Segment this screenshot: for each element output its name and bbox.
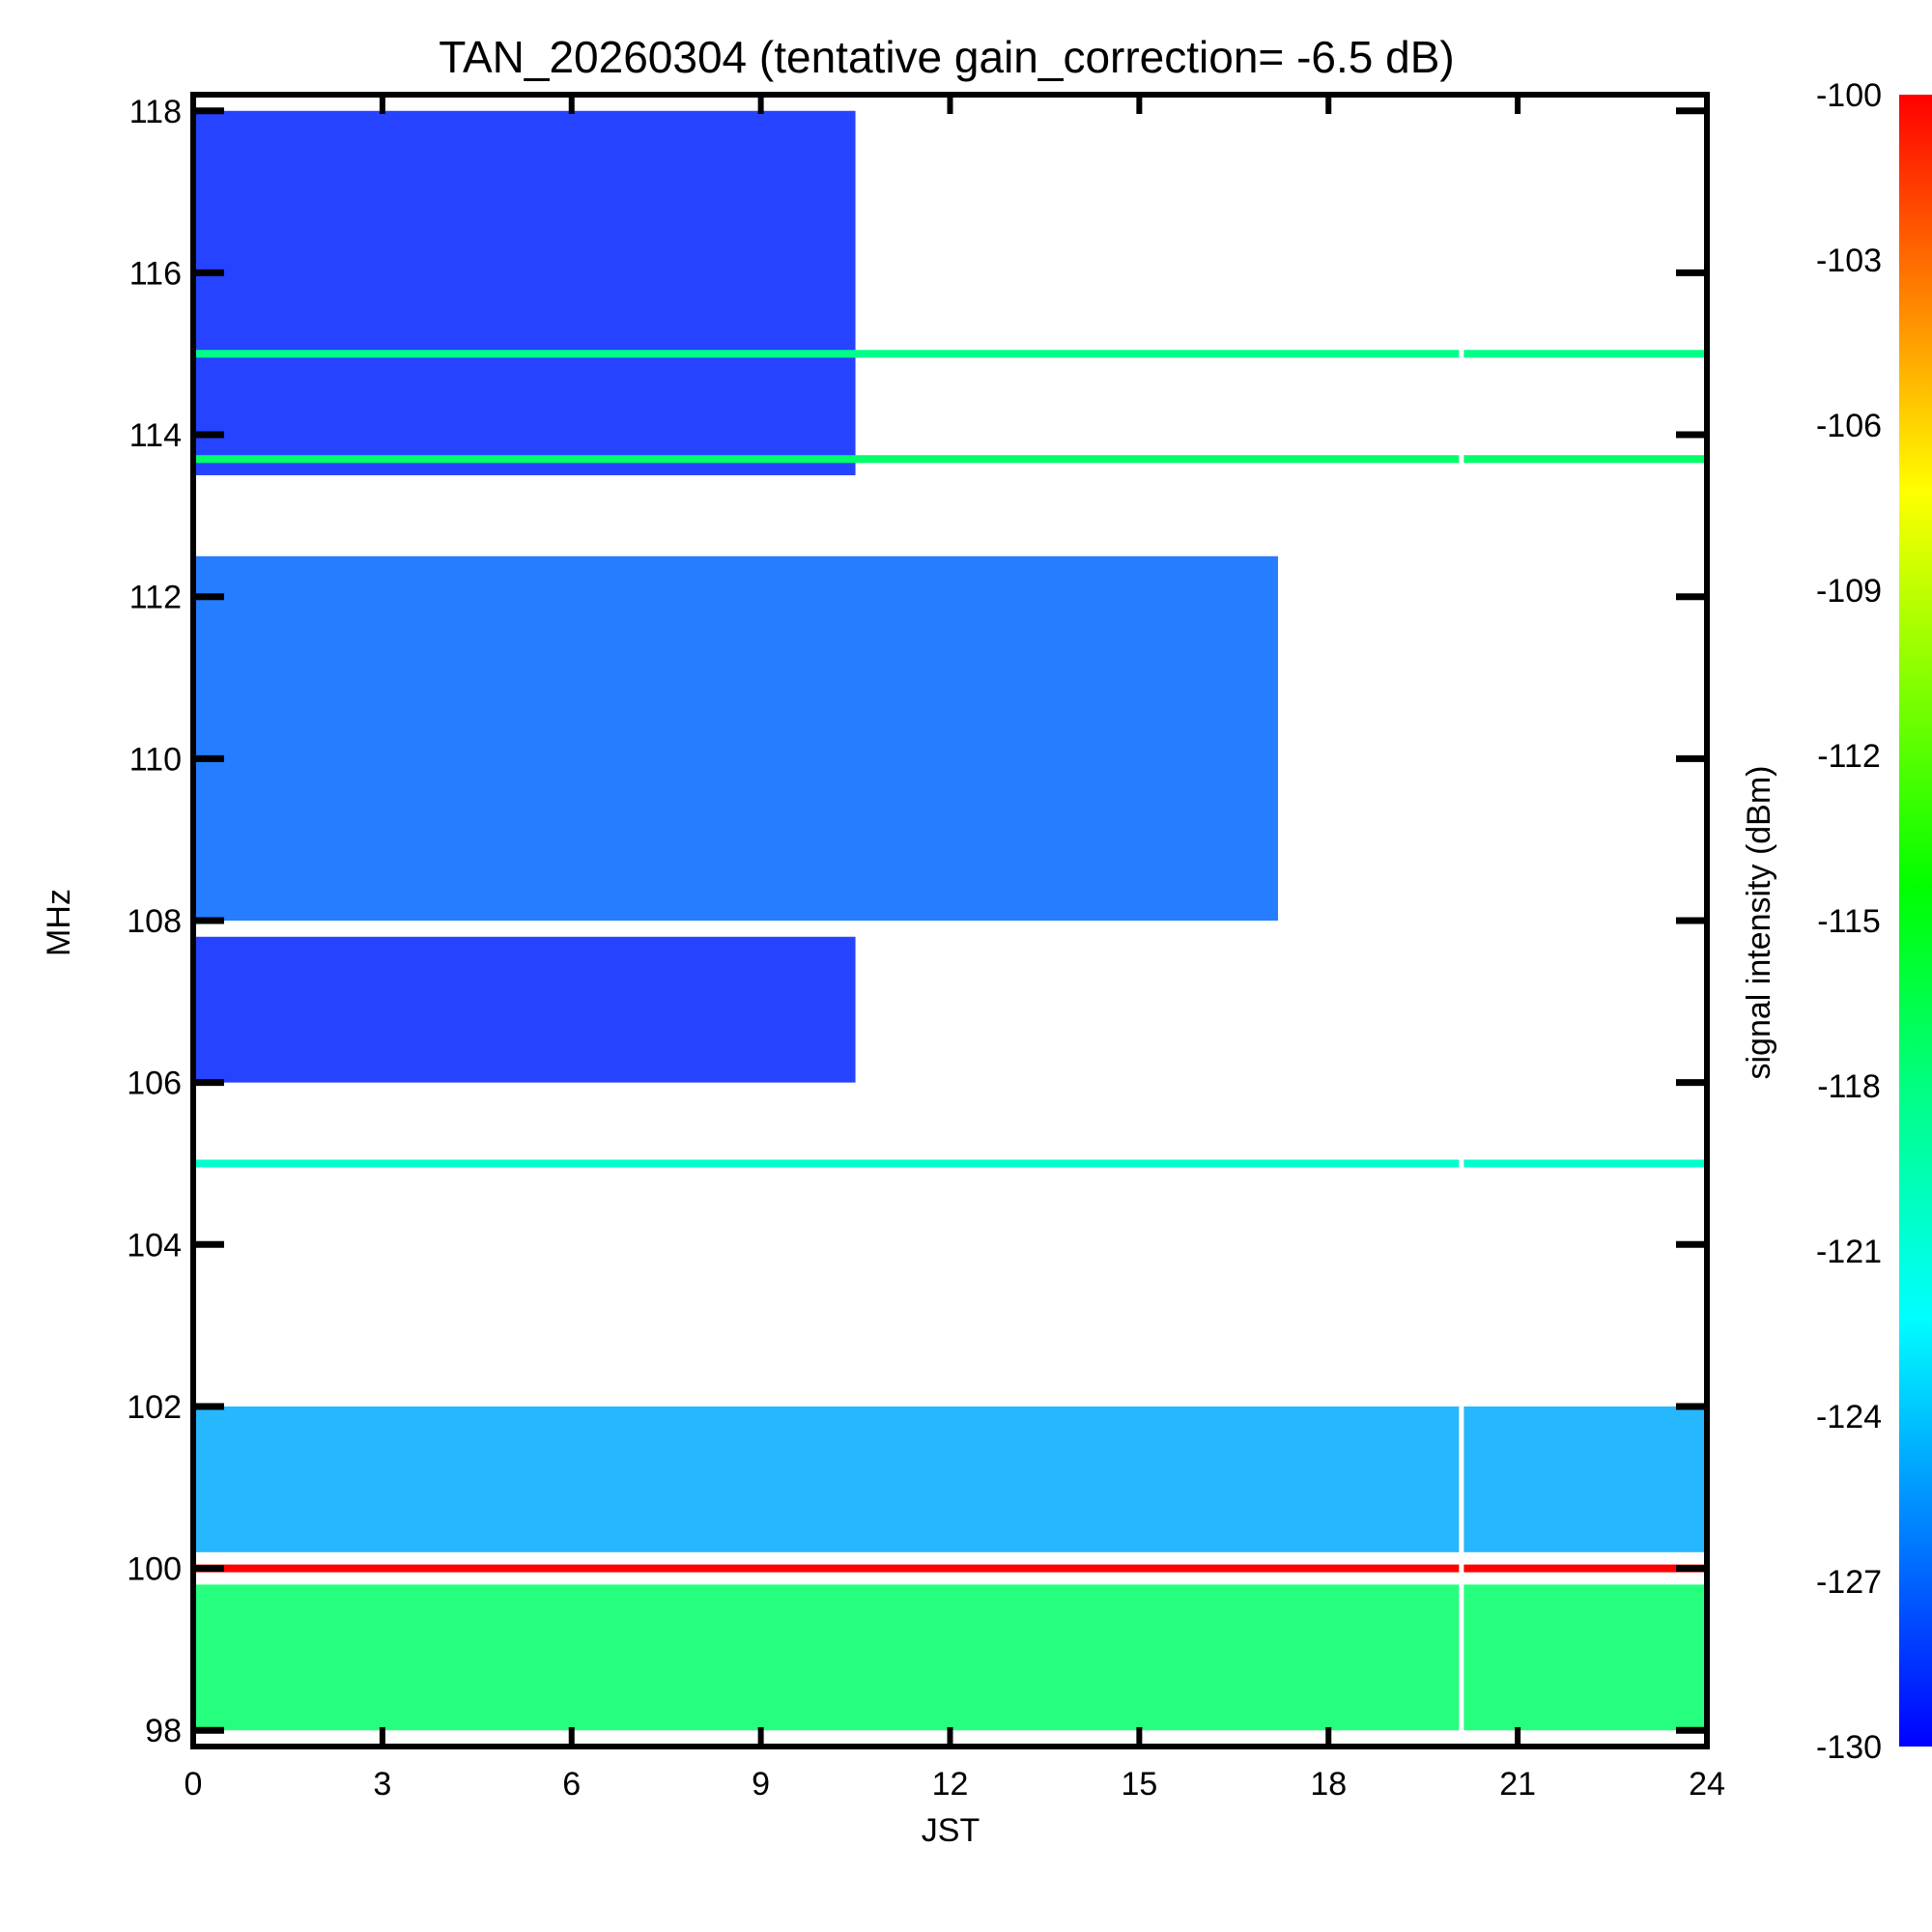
x-tick-label: 6 <box>562 1766 581 1803</box>
y-tick-label: 114 <box>129 417 182 454</box>
colorbar-tick-label: -124 <box>1816 1399 1882 1435</box>
signal-line-2 <box>193 1159 1707 1168</box>
x-tick-label: 15 <box>1121 1766 1157 1803</box>
colorbar-tick-label: -106 <box>1816 408 1882 444</box>
colorbar-tick-label: -103 <box>1816 242 1882 279</box>
signal-line-0 <box>193 350 1707 358</box>
y-tick-label: 118 <box>129 94 182 130</box>
y-tick-label: 104 <box>127 1227 182 1264</box>
y-tick-label: 108 <box>127 903 182 940</box>
y-tick-label: 116 <box>129 255 182 292</box>
colorbar-tick-label: -109 <box>1816 573 1882 610</box>
y-tick-label: 106 <box>127 1065 182 1102</box>
x-tick-label: 3 <box>373 1766 391 1803</box>
colorbar-tick-label: -112 <box>1817 738 1881 775</box>
y-tick-label: 98 <box>145 1713 182 1749</box>
heatmap-region-4 <box>193 1406 1707 1552</box>
colorbar-tick-label: -118 <box>1817 1068 1881 1105</box>
heatmap-layer <box>193 95 1707 1747</box>
y-tick-label: 110 <box>129 741 182 778</box>
x-tick-label: 12 <box>932 1766 969 1803</box>
x-tick-label: 18 <box>1310 1766 1347 1803</box>
y-tick-label: 102 <box>127 1389 182 1426</box>
colorbar-title: signal intensity (dBm) <box>1741 765 1777 1079</box>
signal-line-3 <box>193 1564 1707 1573</box>
y-tick-label: 112 <box>129 580 182 616</box>
y-tick-label: 100 <box>127 1551 182 1588</box>
colorbar <box>1899 95 1932 1747</box>
signal-line-1 <box>193 455 1707 464</box>
colorbar-tick-label: -130 <box>1816 1729 1882 1766</box>
colorbar-tick-label: -115 <box>1817 903 1881 940</box>
x-tick-label: 21 <box>1499 1766 1536 1803</box>
x-axis-title: JST <box>922 1812 980 1849</box>
chart-title: TAN_20260304 (tentative gain_correction=… <box>439 32 1454 82</box>
x-tick-label: 9 <box>752 1766 770 1803</box>
colorbar-tick-label: -121 <box>1816 1234 1882 1270</box>
colorbar-tick-label: -100 <box>1816 77 1882 114</box>
plot-area <box>190 92 1710 1749</box>
y-axis-title: MHz <box>41 889 77 956</box>
heatmap-region-1 <box>193 110 856 475</box>
heatmap-region-0 <box>193 555 1279 921</box>
heatmap-region-2 <box>193 936 856 1083</box>
x-tick-label: 0 <box>185 1766 203 1803</box>
heatmap-region-3 <box>193 1584 1707 1731</box>
colorbar-tick-label: -127 <box>1816 1564 1882 1601</box>
colorbar-ticks: -100 -103 -106 -109 -112 -115 -118 -121 -124 -127… <box>1816 77 1882 1766</box>
data-gap-line <box>1459 95 1464 1747</box>
x-tick-label: 24 <box>1689 1766 1725 1803</box>
y-axis: 98 100 102 104 106 108 110 112 114 116 118 <box>127 94 1707 1749</box>
